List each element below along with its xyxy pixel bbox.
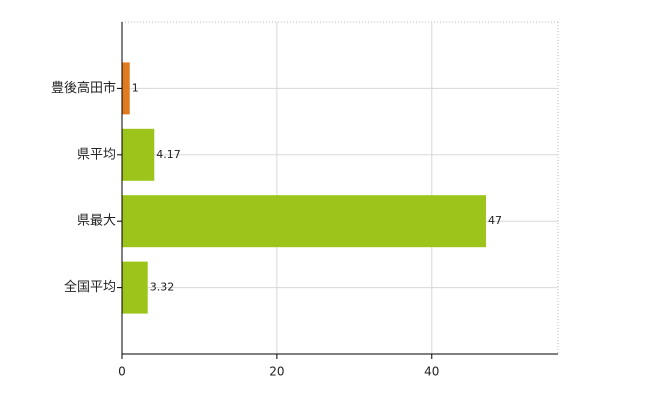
x-tick-label: 40 <box>424 365 439 379</box>
bar <box>122 195 486 248</box>
y-tick-label: 県平均 <box>77 147 116 162</box>
bar <box>122 62 130 115</box>
bar <box>122 128 155 181</box>
data-label: 1 <box>132 81 139 94</box>
x-tick-label: 0 <box>118 365 126 379</box>
data-label: 47 <box>488 214 502 227</box>
y-tick-label: 県最大 <box>77 214 116 229</box>
data-label: 3.32 <box>150 281 175 294</box>
x-tick-label: 20 <box>269 365 284 379</box>
bar <box>122 261 148 314</box>
y-tick-label: 豊後高田市 <box>51 80 116 96</box>
y-tick-label: 全国平均 <box>64 279 116 295</box>
data-label: 4.17 <box>156 148 181 161</box>
